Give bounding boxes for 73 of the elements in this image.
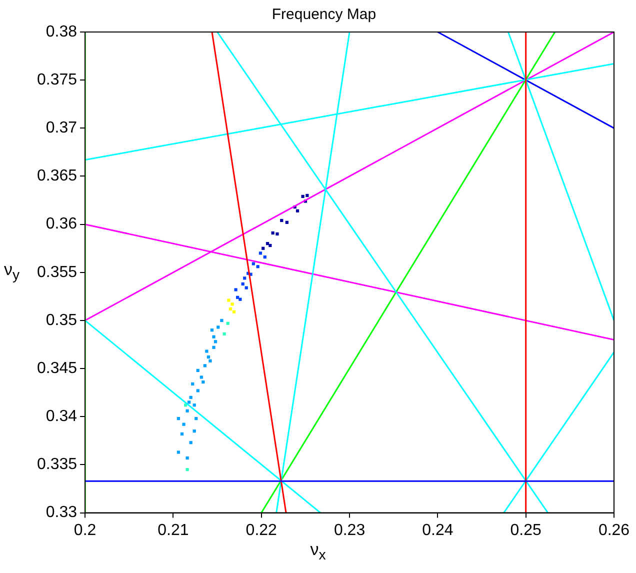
point <box>196 368 200 372</box>
y-tick-label: 0.335 <box>36 456 78 474</box>
point <box>228 307 232 310</box>
y-tick-label: 0.38 <box>46 23 78 40</box>
point <box>208 359 212 362</box>
point <box>205 350 208 353</box>
x-tick-label: 0.24 <box>422 522 454 539</box>
point <box>220 318 224 322</box>
point <box>214 340 218 344</box>
point <box>176 417 180 420</box>
point <box>200 376 203 379</box>
point <box>268 244 272 248</box>
point <box>301 194 304 198</box>
point <box>226 322 230 325</box>
x-tick-label: 0.26 <box>598 522 630 539</box>
point <box>262 246 265 250</box>
point <box>252 262 255 266</box>
point <box>243 276 246 280</box>
point <box>222 332 226 336</box>
x-tick-label: 0.2 <box>74 522 96 539</box>
y-tick-label: 0.36 <box>46 216 78 233</box>
point <box>194 417 198 420</box>
x-tick-label: 0.21 <box>158 522 189 539</box>
point <box>206 355 210 359</box>
point <box>203 364 206 368</box>
point <box>212 346 216 349</box>
y-tick-label: 0.375 <box>36 71 78 88</box>
point <box>188 400 191 404</box>
chart-title: Frequency Map <box>272 6 376 24</box>
point <box>285 220 288 224</box>
point <box>192 404 196 407</box>
x-tick-label: 0.23 <box>334 522 366 539</box>
point <box>296 209 300 212</box>
point <box>263 255 266 259</box>
y-tick-label: 0.33 <box>46 504 78 522</box>
point <box>258 252 262 255</box>
point <box>196 389 200 392</box>
point <box>182 422 186 426</box>
point <box>189 396 192 399</box>
y-tick-label: 0.35 <box>46 312 78 329</box>
x-tick-label: 0.25 <box>510 522 542 539</box>
point <box>210 328 214 332</box>
point <box>276 232 279 236</box>
y-tick-label: 0.345 <box>36 360 78 377</box>
point <box>202 380 205 384</box>
point <box>306 194 309 198</box>
point <box>271 231 274 235</box>
x-tick-label: 0.22 <box>246 522 278 539</box>
point <box>180 432 184 436</box>
point <box>186 409 189 412</box>
y-tick-label: 0.37 <box>46 120 78 137</box>
y-tick-label: 0.365 <box>36 168 78 185</box>
point <box>238 298 242 301</box>
point <box>192 430 196 433</box>
point <box>186 456 189 460</box>
point <box>244 286 248 290</box>
point <box>216 326 220 329</box>
x-axis-title: ν$_{x}$ <box>309 540 327 564</box>
y-tick-label: 0.34 <box>46 408 78 426</box>
point <box>232 310 236 314</box>
point <box>256 265 260 268</box>
point <box>227 298 230 302</box>
y-tick-label: 0.355 <box>36 264 78 281</box>
point <box>234 288 238 292</box>
point <box>176 450 180 454</box>
point <box>186 468 189 472</box>
point <box>212 335 216 338</box>
point <box>189 441 192 444</box>
point <box>280 218 284 222</box>
point <box>241 282 244 286</box>
point <box>191 382 194 386</box>
point <box>230 302 234 306</box>
y-axis-title: ν$_{y}$ <box>4 260 20 284</box>
